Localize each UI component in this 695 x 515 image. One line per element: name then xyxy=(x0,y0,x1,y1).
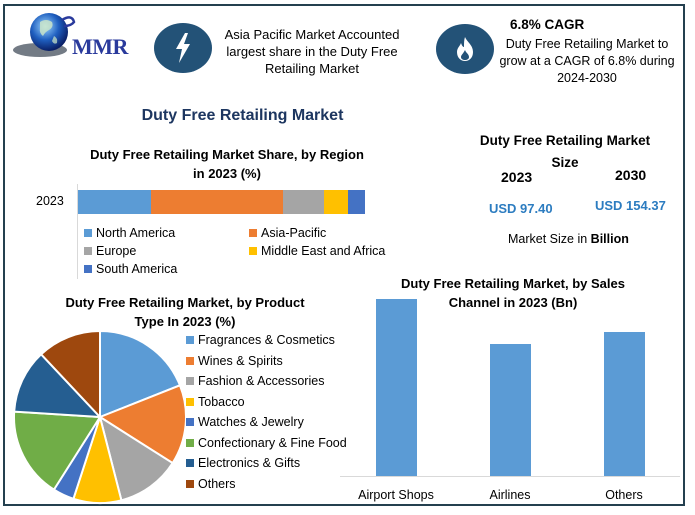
infographic-frame xyxy=(3,4,685,506)
logo-text: MMR xyxy=(72,34,128,59)
legend-swatch xyxy=(84,265,92,273)
legend-swatch xyxy=(186,397,194,406)
bar-others xyxy=(604,332,645,476)
cagr-description: Duty Free Retailing Market to grow at a … xyxy=(499,37,675,85)
legend-label: Asia-Pacific xyxy=(261,226,327,240)
slice-confectionary-fine-food xyxy=(13,410,102,491)
flame-icon xyxy=(457,37,473,61)
legend-swatch xyxy=(186,418,194,426)
bar-airlines xyxy=(490,344,531,476)
product-chart-title-line1: Duty Free Retailing Market, by Product xyxy=(65,295,305,310)
legend-label: Wines & Spirits xyxy=(198,353,283,368)
region-stacked-bar xyxy=(78,190,365,214)
value-2023: USD 97.40 xyxy=(489,201,553,216)
product-chart-title: Duty Free Retailing Market, by Product T… xyxy=(40,293,330,331)
segment-south-america xyxy=(348,190,365,214)
legend-confectionary-fine-food: Confectionary & Fine Food xyxy=(186,436,347,450)
bar-airport-shops xyxy=(376,299,417,476)
legend-watches-jewelry: Watches & Jewelry xyxy=(186,415,304,429)
cagr-title: 6.8% CAGR xyxy=(510,17,585,32)
legend-label: North America xyxy=(96,226,176,240)
legend-others: Others xyxy=(186,477,236,491)
region-y-label: 2023 xyxy=(36,194,64,208)
year-2030: 2030 xyxy=(615,167,647,183)
legend-tobacco: Tobacco xyxy=(186,395,245,409)
product-pie-chart xyxy=(13,329,187,504)
legend-fashion-accessories: Fashion & Accessories xyxy=(186,374,324,388)
region-chart-title: Duty Free Retailing Market Share, by Reg… xyxy=(72,145,382,183)
x-label-airlines: Airlines xyxy=(489,488,531,502)
legend-swatch xyxy=(84,229,92,237)
legend-mea: Middle East and Africa xyxy=(249,244,385,258)
legend-swatch xyxy=(249,229,257,237)
legend-swatch xyxy=(186,377,194,385)
globe-icon xyxy=(13,13,76,57)
market-size-title: Duty Free Retailing Market Size xyxy=(479,133,651,170)
slice-fashion-accessories xyxy=(98,414,174,502)
flame-badge xyxy=(436,24,494,74)
legend-label: Others xyxy=(198,476,236,491)
x-label-airport-shops: Airport Shops xyxy=(358,488,434,502)
channel-axis-line xyxy=(340,476,680,477)
slice-electronics-gifts xyxy=(13,352,103,419)
lightning-badge xyxy=(154,23,212,73)
legend-label: Middle East and Africa xyxy=(261,244,386,258)
slice-fragrances-cosmetics xyxy=(99,329,182,419)
year-2023: 2023 xyxy=(501,169,533,185)
legend-label: Confectionary & Fine Food xyxy=(198,435,347,450)
page-title: Duty Free Retailing Market xyxy=(141,107,344,124)
highlight-asia-pacific: Asia Pacific Market Accounted largest sh… xyxy=(224,27,400,76)
legend-europe: Europe xyxy=(84,244,136,258)
segment-north-america xyxy=(78,190,151,214)
slice-others xyxy=(39,329,101,420)
region-chart-title-line1: Duty Free Retailing Market Share, by Reg… xyxy=(90,147,364,162)
legend-fragrances-cosmetics: Fragrances & Cosmetics xyxy=(186,333,335,347)
lightning-icon xyxy=(176,33,190,63)
legend-north-america: North America xyxy=(84,226,175,240)
legend-label: Fashion & Accessories xyxy=(198,374,325,388)
legend-south-america: South America xyxy=(84,262,177,276)
legend-swatch xyxy=(84,247,92,255)
legend-swatch xyxy=(186,438,194,447)
legend-swatch xyxy=(186,336,194,344)
legend-electronics-gifts: Electronics & Gifts xyxy=(186,456,300,470)
legend-label: Europe xyxy=(96,244,137,258)
slice-wines-spirits xyxy=(97,384,187,465)
mmr-logo: MMR xyxy=(12,10,140,65)
product-chart-title-line2: Type In 2023 (%) xyxy=(134,314,236,329)
legend-label: South America xyxy=(96,262,178,276)
legend-label: Fragrances & Cosmetics xyxy=(198,333,335,347)
legend-swatch xyxy=(186,356,194,365)
region-axis-line xyxy=(77,184,78,279)
legend-asia-pacific: Asia-Pacific xyxy=(249,226,326,240)
legend-wines-spirits: Wines & Spirits xyxy=(186,354,283,368)
legend-label: Electronics & Gifts xyxy=(198,456,301,470)
region-chart-title-line2: in 2023 (%) xyxy=(193,166,261,181)
legend-swatch xyxy=(186,459,194,467)
channel-chart-title: Duty Free Retailing Market, by Sales Cha… xyxy=(378,274,648,312)
segment-middle-east-and-africa xyxy=(323,190,349,214)
channel-chart-title-line1: Duty Free Retailing Market, by Sales xyxy=(401,276,625,291)
legend-swatch xyxy=(249,247,257,255)
legend-label: Tobacco xyxy=(198,394,245,409)
note-prefix: Market Size in xyxy=(508,232,591,246)
channel-chart-title-line2: Channel in 2023 (Bn) xyxy=(448,295,578,310)
segment-europe xyxy=(282,190,324,214)
legend-swatch xyxy=(186,479,194,488)
value-2030: USD 154.37 xyxy=(595,198,666,213)
market-size-note: Market Size in Billion xyxy=(508,232,629,246)
x-label-others: Others xyxy=(605,488,643,502)
segment-asia-pacific xyxy=(150,190,283,214)
legend-label: Watches & Jewelry xyxy=(198,415,304,429)
note-unit: Billion xyxy=(590,232,629,246)
